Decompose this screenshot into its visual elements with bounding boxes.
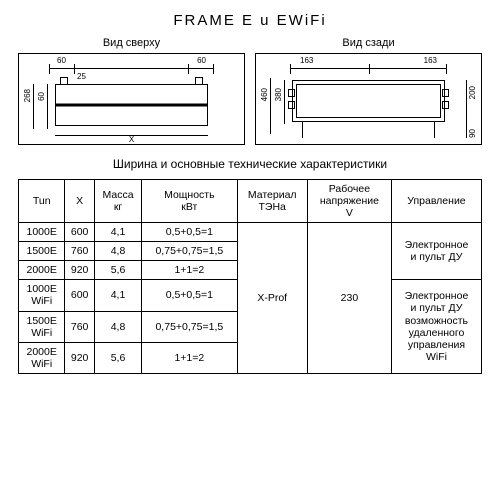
cell-power: 1+1=2 — [142, 342, 237, 373]
dim-460: 460 — [260, 88, 269, 101]
cell-mass: 5,6 — [94, 342, 141, 373]
cell-power: 0,5+0,5=1 — [142, 280, 237, 311]
th-power: МощностькВт — [142, 180, 237, 223]
th-mass: Массакг — [94, 180, 141, 223]
view-top: Вид сверху 60 60 25 268 — [18, 37, 245, 145]
cell-voltage: 230 — [307, 223, 391, 374]
dim-200: 200 — [468, 86, 477, 99]
cell-type: 2000E — [19, 261, 65, 280]
cell-x: 600 — [65, 223, 95, 242]
cell-x: 920 — [65, 261, 95, 280]
spec-table: Tun X Массакг МощностькВт МатериалТЭНа Р… — [18, 179, 482, 374]
cell-mass: 4,8 — [94, 242, 141, 261]
view-top-label: Вид сверху — [18, 37, 245, 49]
th-x: X — [65, 180, 95, 223]
cell-x: 600 — [65, 280, 95, 311]
cell-type: 1000EWiFi — [19, 280, 65, 311]
dim-60c: 60 — [37, 92, 46, 101]
cell-type: 2000EWiFi — [19, 342, 65, 373]
th-material: МатериалТЭНа — [237, 180, 307, 223]
view-rear-label: Вид сзади — [255, 37, 482, 49]
th-control: Управление — [391, 180, 481, 223]
dim-60b: 60 — [197, 56, 206, 65]
drawing-top: 60 60 25 268 60 — [18, 53, 245, 145]
page-title: FRAME E u EWiFi — [18, 12, 482, 29]
cell-type: 1500EWiFi — [19, 311, 65, 342]
cell-mass: 4,1 — [94, 280, 141, 311]
cell-power: 1+1=2 — [142, 261, 237, 280]
th-voltage: РабочеенапряжениеV — [307, 180, 391, 223]
table-row: 1000E 600 4,1 0,5+0,5=1 X-Prof 230 Элект… — [19, 223, 482, 242]
cell-material: X-Prof — [237, 223, 307, 374]
cell-power: 0,75+0,75=1,5 — [142, 242, 237, 261]
dim-60a: 60 — [57, 56, 66, 65]
view-rear: Вид сзади 163 163 — [255, 37, 482, 145]
cell-power: 0,5+0,5=1 — [142, 223, 237, 242]
dim-163a: 163 — [300, 56, 313, 65]
dim-90: 90 — [468, 129, 477, 138]
cell-control1: Электронноеи пульт ДУ — [391, 223, 481, 280]
cell-x: 920 — [65, 342, 95, 373]
cell-type: 1500E — [19, 242, 65, 261]
dim-163b: 163 — [424, 56, 437, 65]
table-header-row: Tun X Массакг МощностькВт МатериалТЭНа Р… — [19, 180, 482, 223]
dim-25: 25 — [77, 72, 86, 81]
cell-mass: 4,1 — [94, 223, 141, 242]
cell-type: 1000E — [19, 223, 65, 242]
dim-268: 268 — [23, 89, 32, 102]
th-type: Tun — [19, 180, 65, 223]
cell-control2: Электронноеи пульт ДУвозможностьудаленно… — [391, 280, 481, 373]
cell-mass: 4,8 — [94, 311, 141, 342]
dim-x: X — [129, 135, 134, 144]
table-caption: Ширина и основные технические характерис… — [18, 157, 482, 171]
drawing-rear: 163 163 460 — [255, 53, 482, 145]
dim-380: 380 — [274, 88, 283, 101]
cell-power: 0,75+0,75=1,5 — [142, 311, 237, 342]
cell-x: 760 — [65, 311, 95, 342]
cell-mass: 5,6 — [94, 261, 141, 280]
cell-x: 760 — [65, 242, 95, 261]
views-row: Вид сверху 60 60 25 268 — [18, 37, 482, 145]
